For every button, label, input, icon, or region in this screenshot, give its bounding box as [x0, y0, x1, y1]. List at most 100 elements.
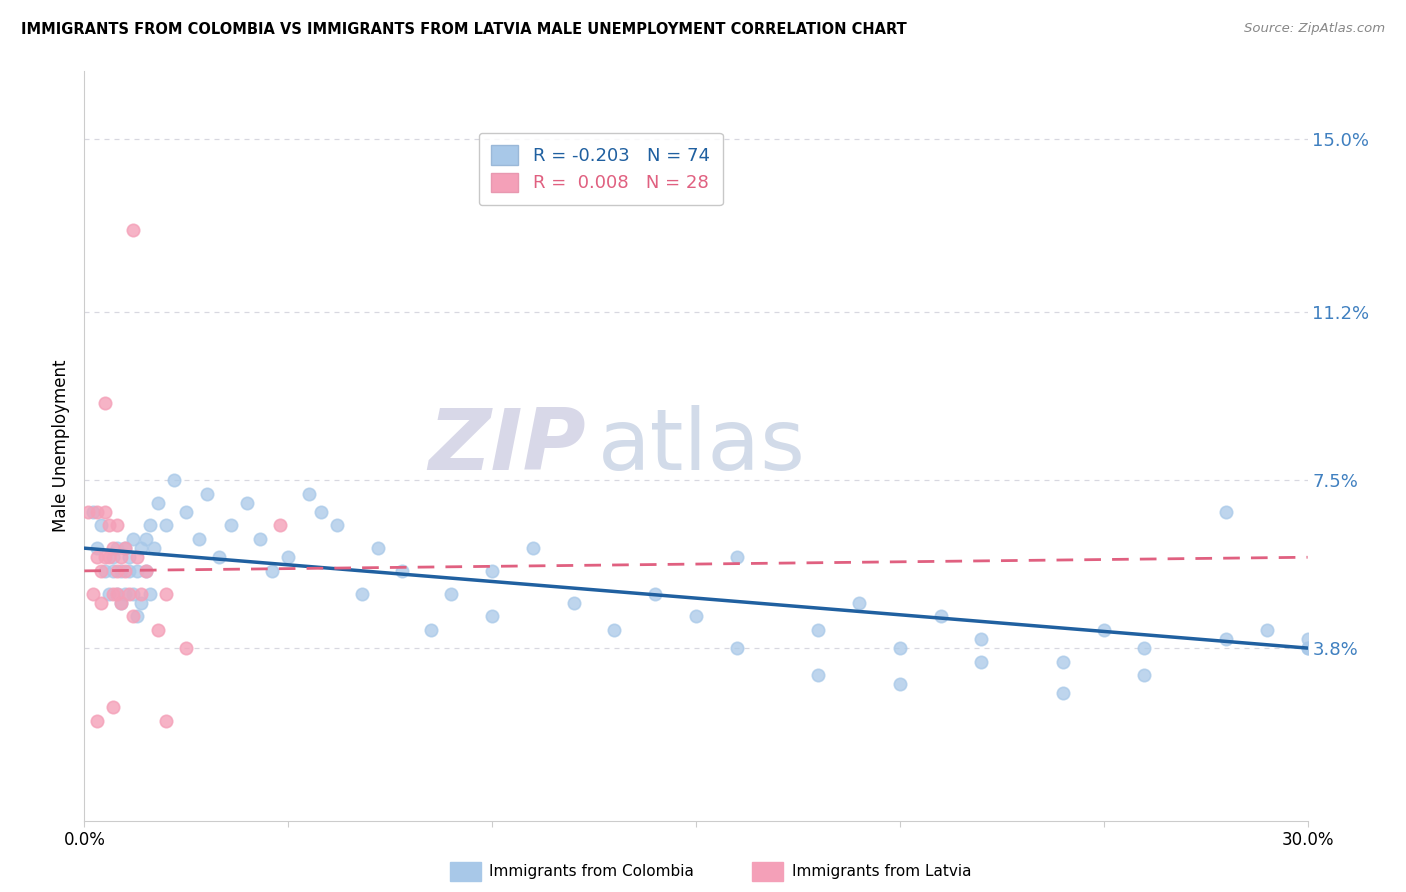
- Point: [97, 550, 120, 565]
- Point: [122, 532, 145, 546]
- Point: [93, 550, 115, 565]
- Point: [135, 564, 157, 578]
- Point: [101, 550, 124, 565]
- Point: [807, 623, 830, 637]
- Point: [1215, 505, 1237, 519]
- Point: [135, 564, 157, 578]
- Point: [101, 564, 124, 578]
- Point: [118, 586, 141, 600]
- Point: [562, 596, 585, 610]
- Point: [1133, 668, 1156, 682]
- Point: [1296, 641, 1319, 656]
- Point: [481, 564, 503, 578]
- Point: [101, 541, 124, 556]
- Point: [889, 677, 911, 691]
- Point: [725, 641, 748, 656]
- Point: [1296, 641, 1319, 656]
- Point: [889, 641, 911, 656]
- Point: [82, 505, 104, 519]
- Point: [1133, 641, 1156, 656]
- Point: [848, 596, 870, 610]
- Point: [269, 518, 291, 533]
- Point: [82, 586, 104, 600]
- Point: [110, 596, 132, 610]
- Point: [93, 505, 115, 519]
- Legend: R = -0.203   N = 74, R =  0.008   N = 28: R = -0.203 N = 74, R = 0.008 N = 28: [478, 133, 723, 205]
- Point: [440, 586, 463, 600]
- Point: [90, 564, 112, 578]
- Point: [1092, 623, 1115, 637]
- Point: [110, 564, 132, 578]
- Point: [114, 541, 136, 556]
- Point: [970, 655, 993, 669]
- Point: [187, 532, 209, 546]
- Point: [77, 505, 100, 519]
- Point: [101, 586, 124, 600]
- Point: [93, 396, 115, 410]
- Point: [90, 518, 112, 533]
- Point: [1256, 623, 1278, 637]
- Point: [142, 541, 165, 556]
- Point: [114, 564, 136, 578]
- Point: [685, 609, 707, 624]
- Y-axis label: Male Unemployment: Male Unemployment: [52, 359, 70, 533]
- Point: [122, 609, 145, 624]
- Point: [86, 550, 108, 565]
- Text: atlas: atlas: [598, 404, 806, 488]
- Point: [1215, 632, 1237, 646]
- Point: [970, 632, 993, 646]
- Point: [105, 518, 128, 533]
- Point: [146, 623, 169, 637]
- Point: [93, 564, 115, 578]
- Point: [86, 714, 108, 728]
- Point: [105, 541, 128, 556]
- Text: Immigrants from Latvia: Immigrants from Latvia: [792, 864, 972, 879]
- Point: [118, 564, 141, 578]
- Point: [110, 596, 132, 610]
- Point: [127, 609, 149, 624]
- Point: [195, 486, 218, 500]
- Point: [807, 668, 830, 682]
- Text: Immigrants from Colombia: Immigrants from Colombia: [489, 864, 695, 879]
- Point: [90, 596, 112, 610]
- Point: [114, 586, 136, 600]
- Point: [1052, 686, 1074, 700]
- Point: [1052, 655, 1074, 669]
- Point: [86, 541, 108, 556]
- Text: ZIP: ZIP: [429, 404, 586, 488]
- Point: [260, 564, 283, 578]
- Point: [131, 541, 153, 556]
- Point: [277, 550, 299, 565]
- Point: [114, 541, 136, 556]
- Point: [481, 609, 503, 624]
- Point: [326, 518, 349, 533]
- Point: [146, 496, 169, 510]
- Point: [644, 586, 666, 600]
- Point: [174, 641, 197, 656]
- Point: [122, 223, 145, 237]
- Point: [391, 564, 413, 578]
- Point: [155, 714, 177, 728]
- Point: [1296, 632, 1319, 646]
- Point: [236, 496, 259, 510]
- Point: [138, 518, 160, 533]
- Point: [420, 623, 443, 637]
- Point: [208, 550, 231, 565]
- Point: [105, 586, 128, 600]
- Point: [127, 550, 149, 565]
- Point: [174, 505, 197, 519]
- Point: [249, 532, 271, 546]
- Point: [522, 541, 544, 556]
- Point: [122, 586, 145, 600]
- Point: [138, 586, 160, 600]
- Point: [135, 532, 157, 546]
- Point: [350, 586, 373, 600]
- Text: IMMIGRANTS FROM COLOMBIA VS IMMIGRANTS FROM LATVIA MALE UNEMPLOYMENT CORRELATION: IMMIGRANTS FROM COLOMBIA VS IMMIGRANTS F…: [21, 22, 907, 37]
- Point: [298, 486, 321, 500]
- Point: [105, 586, 128, 600]
- Point: [131, 596, 153, 610]
- Point: [929, 609, 952, 624]
- Point: [219, 518, 242, 533]
- Point: [367, 541, 389, 556]
- Point: [603, 623, 626, 637]
